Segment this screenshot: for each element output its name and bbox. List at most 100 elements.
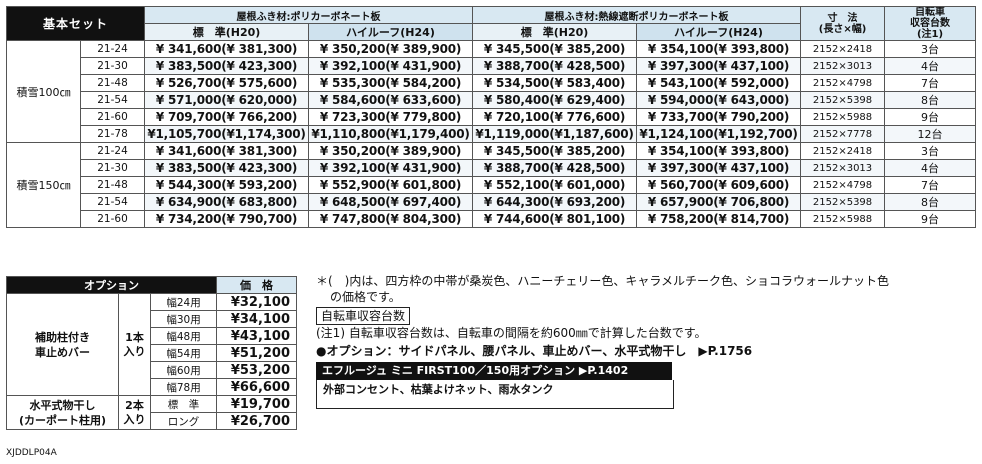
table-row: 21-48 ¥ 526,700(¥ 575,600) ¥ 535,300(¥ 584… xyxy=(7,74,977,92)
bike-count-cell: 12台 xyxy=(884,125,977,143)
option-size: 幅54用 xyxy=(149,344,218,362)
option-size: 幅78用 xyxy=(149,378,218,396)
bike-count-cell: 3台 xyxy=(884,142,977,160)
option-quantity: 2本 入り xyxy=(118,395,151,430)
price-standard-cell: ¥ 383,500(¥ 423,300) xyxy=(144,57,310,75)
option-reference-link[interactable]: ●オプション：サイドパネル、腰パネル、車止めバー、水平式物干し ▶P.1756 xyxy=(316,344,753,358)
option-table: オプション 価 格 補助柱付き 車止めバー 1本 入り 幅24用 ¥32,100 幅30… xyxy=(5,276,298,430)
price-heat-standard-cell: ¥ 388,700(¥ 428,500) xyxy=(472,159,638,177)
standard-header-2: 標 準(H20) xyxy=(472,23,638,41)
model-cell: 21-60 xyxy=(79,210,146,228)
price-highroof-cell: ¥ 392,100(¥ 431,900) xyxy=(308,57,474,75)
price-standard-cell: ¥ 634,900(¥ 683,800) xyxy=(144,193,310,211)
option-price: ¥43,100 xyxy=(216,327,298,345)
dimension-header: 寸 法 (長さ×幅) xyxy=(800,6,886,41)
model-cell: 21-60 xyxy=(79,108,146,126)
basic-set-header: 基本セット xyxy=(5,6,146,41)
price-heat-standard-cell: ¥ 720,100(¥ 776,600) xyxy=(472,108,638,126)
option-price: ¥32,100 xyxy=(216,293,298,311)
option-item-label: 補助柱付き 車止めバー xyxy=(6,293,119,396)
color-note-line1: ＊( )内は、四方枠の中帯が桑炭色、ハニーチェリー色、キャラメルチーク色、ショコ… xyxy=(316,274,890,288)
price-highroof-cell: ¥ 552,900(¥ 601,800) xyxy=(308,176,474,194)
price-heat-highroof-cell: ¥ 733,700(¥ 790,200) xyxy=(636,108,802,126)
table-row: 積雪150㎝ 21-24 ¥ 341,600(¥ 381,300) ¥ 350,200… xyxy=(6,142,977,228)
table-row: 21-60 ¥ 734,200(¥ 790,700) ¥ 747,800(¥ 804… xyxy=(7,210,977,228)
dimension-cell: 2152×4798 xyxy=(800,74,886,92)
option-size: ロング xyxy=(149,412,218,430)
dimension-cell: 2152×5988 xyxy=(800,108,886,126)
option-header: オプション xyxy=(5,276,218,294)
bike-capacity-title: 自転車収容台数 xyxy=(316,307,411,325)
price-heat-highroof-cell: ¥ 758,200(¥ 814,700) xyxy=(636,210,802,228)
option-quantity: 1本 入り xyxy=(118,293,151,396)
price-heat-standard-cell: ¥ 534,500(¥ 583,400) xyxy=(472,74,638,92)
price-standard-cell: ¥ 734,200(¥ 790,700) xyxy=(144,210,310,228)
option-price: ¥26,700 xyxy=(216,412,298,430)
price-heat-standard-cell: ¥ 388,700(¥ 428,500) xyxy=(472,57,638,75)
option-price: ¥19,700 xyxy=(216,395,298,413)
dimension-cell: 2152×2418 xyxy=(800,142,886,160)
option-row: 幅54用 ¥51,200 xyxy=(7,344,298,362)
bike-capacity-note: (注1) 自転車収容台数は、自転車の間隔を約600㎜で計算した台数です。 xyxy=(316,326,707,340)
price-standard-cell: ¥ 544,300(¥ 593,200) xyxy=(144,176,310,194)
price-standard-cell: ¥1,105,700(¥1,174,300) xyxy=(144,125,310,143)
first-option-bar[interactable]: エフルージュ ミニ FIRST100／150用オプション ▶P.1402 xyxy=(316,362,672,380)
color-note-line2: の価格です。 xyxy=(330,290,401,304)
price-heat-standard-cell: ¥ 580,400(¥ 629,400) xyxy=(472,91,638,109)
price-heat-standard-cell: ¥ 345,500(¥ 385,200) xyxy=(472,142,638,160)
dimension-cell: 2152×3013 xyxy=(800,159,886,177)
price-standard-cell: ¥ 709,700(¥ 766,200) xyxy=(144,108,310,126)
option-row: 補助柱付き 車止めバー 1本 入り 幅24用 ¥32,100 xyxy=(6,293,298,396)
price-standard-cell: ¥ 571,000(¥ 620,000) xyxy=(144,91,310,109)
option-row: 幅78用 ¥66,600 xyxy=(7,378,298,396)
price-heat-highroof-cell: ¥ 594,000(¥ 643,000) xyxy=(636,91,802,109)
option-row: ロング ¥26,700 xyxy=(7,412,298,430)
option-size: 幅48用 xyxy=(149,327,218,345)
snow-load-label: 積雪150㎝ xyxy=(6,142,81,228)
price-standard-cell: ¥ 341,600(¥ 381,300) xyxy=(144,40,310,58)
dimension-cell: 2152×7778 xyxy=(800,125,886,143)
bike-capacity-header: 自転車 収容台数 (注1) xyxy=(884,6,977,41)
catalog-code: XJDDLP04A xyxy=(6,448,57,458)
bike-count-cell: 4台 xyxy=(884,159,977,177)
model-cell: 21-24 xyxy=(79,142,146,160)
option-size: 幅60用 xyxy=(149,361,218,379)
price-highroof-cell: ¥ 584,600(¥ 633,600) xyxy=(308,91,474,109)
model-cell: 21-30 xyxy=(79,57,146,75)
price-heat-highroof-cell: ¥ 543,100(¥ 592,000) xyxy=(636,74,802,92)
model-cell: 21-48 xyxy=(79,176,146,194)
option-price: ¥51,200 xyxy=(216,344,298,362)
option-row: 水平式物干し (カーポート柱用) 2本 入り標 準 ¥19,700 xyxy=(6,395,298,430)
price-heat-standard-cell: ¥1,119,000(¥1,187,600) xyxy=(472,125,638,143)
bike-count-cell: 7台 xyxy=(884,74,977,92)
price-highroof-cell: ¥ 648,500(¥ 697,400) xyxy=(308,193,474,211)
bike-count-cell: 8台 xyxy=(884,91,977,109)
price-standard-cell: ¥ 383,500(¥ 423,300) xyxy=(144,159,310,177)
price-heat-highroof-cell: ¥1,124,100(¥1,192,700) xyxy=(636,125,802,143)
price-highroof-cell: ¥ 535,300(¥ 584,200) xyxy=(308,74,474,92)
option-price: ¥34,100 xyxy=(216,310,298,328)
table-row: 21-30 ¥ 383,500(¥ 423,300) ¥ 392,100(¥ 431… xyxy=(7,57,977,75)
standard-header-1: 標 準(H20) xyxy=(144,23,310,41)
snow-load-label: 積雪100㎝ xyxy=(6,40,81,143)
price-highroof-cell: ¥ 350,200(¥ 389,900) xyxy=(308,142,474,160)
price-highroof-cell: ¥ 350,200(¥ 389,900) xyxy=(308,40,474,58)
option-size: 標 準 xyxy=(149,395,218,413)
price-heat-highroof-cell: ¥ 354,100(¥ 393,800) xyxy=(636,40,802,58)
bike-count-cell: 8台 xyxy=(884,193,977,211)
highroof-header-1: ハイルーフ(H24) xyxy=(308,23,474,41)
dimension-header-text: 寸 法 (長さ×幅) xyxy=(818,12,867,35)
dimension-cell: 2152×4798 xyxy=(800,176,886,194)
model-cell: 21-54 xyxy=(79,91,146,109)
price-highroof-cell: ¥ 723,300(¥ 779,800) xyxy=(308,108,474,126)
price-heat-standard-cell: ¥ 644,300(¥ 693,200) xyxy=(472,193,638,211)
option-price: ¥53,200 xyxy=(216,361,298,379)
table-row: 21-48 ¥ 544,300(¥ 593,200) ¥ 552,900(¥ 601… xyxy=(7,176,977,194)
dimension-cell: 2152×3013 xyxy=(800,57,886,75)
dimension-cell: 2152×5398 xyxy=(800,193,886,211)
table-row: 21-54 ¥ 634,900(¥ 683,800) ¥ 648,500(¥ 697… xyxy=(7,193,977,211)
price-standard-cell: ¥ 526,700(¥ 575,600) xyxy=(144,74,310,92)
roof-polycarbonate-header: 屋根ふき材:ポリカーボネート板 xyxy=(144,6,474,24)
option-size: 幅30用 xyxy=(149,310,218,328)
bike-capacity-header-text: 自転車 収容台数 (注1) xyxy=(910,7,951,40)
